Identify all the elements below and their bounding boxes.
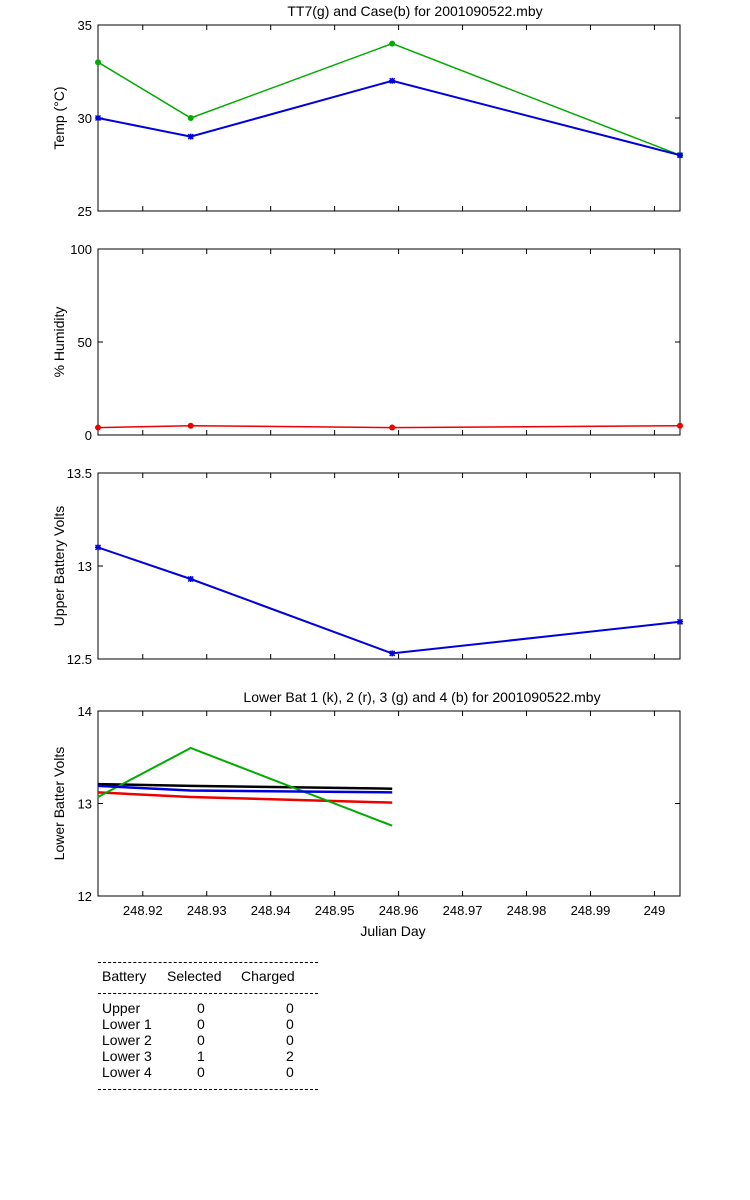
y-tick-label: 13.5 — [67, 466, 92, 481]
table-cell-charged: 0 — [286, 1000, 294, 1016]
series-line — [97, 746, 393, 827]
data-point — [95, 424, 101, 431]
chart-title: TT7(g) and Case(b) for 2001090522.mby — [287, 3, 542, 19]
x-tick-label: 249 — [644, 903, 666, 918]
data-point — [389, 650, 396, 657]
data-point — [94, 114, 102, 122]
series-line — [97, 791, 393, 804]
y-tick-label: 12.5 — [67, 652, 92, 667]
data-point — [389, 40, 396, 47]
chart-panel-1: 25 30 35 Temp (°C) TT7(g) and Case(b) for 20… — [51, 3, 684, 219]
charts-canvas: 25 30 35 Temp (°C) TT7(g) and Case(b) for 20… — [51, 3, 684, 939]
data-point — [187, 133, 194, 140]
plot-frame — [97, 248, 681, 436]
data-point — [389, 424, 396, 431]
y-tick-label: 100 — [70, 242, 92, 257]
y-tick-label: 13 — [78, 797, 92, 812]
table-header-charged: Charged — [241, 968, 295, 984]
table-cell-battery: Lower 4 — [102, 1064, 152, 1080]
table-cell-selected: 0 — [197, 1016, 205, 1032]
table-cell-battery: Lower 2 — [102, 1032, 152, 1048]
y-tick-label: 14 — [78, 704, 92, 719]
y-tick-label: 12 — [78, 889, 92, 904]
table-bottom-divider — [98, 1089, 318, 1090]
chart-panel-2: 0 50 100 % Humidity — [51, 242, 683, 443]
table-cell-charged: 2 — [286, 1048, 294, 1064]
table-cell-selected: 0 — [197, 1032, 205, 1048]
y-axis-label: Lower Batter Volts — [51, 747, 67, 861]
table-cell-battery: Lower 3 — [102, 1048, 152, 1064]
y-tick-label: 30 — [78, 111, 92, 126]
x-tick-label: 248.97 — [443, 903, 483, 918]
y-axis-label: Upper Battery Volts — [51, 506, 67, 627]
series-line — [97, 42, 681, 156]
table-header-divider — [98, 993, 318, 994]
table-cell-battery: Lower 1 — [102, 1016, 152, 1032]
y-tick-label: 35 — [78, 18, 92, 33]
plot-frame — [97, 24, 681, 212]
table-header-battery: Battery — [102, 968, 147, 984]
data-point — [676, 152, 684, 159]
series-line — [97, 424, 681, 429]
data-point — [676, 618, 684, 625]
chart-panel-4: 248.92 248.93 248.94 248.95 248.96 248.97 248.… — [51, 689, 681, 939]
x-tick-label: 248.98 — [507, 903, 547, 918]
series-line — [97, 79, 681, 157]
series-line — [97, 784, 393, 794]
y-tick-label: 13 — [78, 559, 92, 574]
table-cell-charged: 0 — [286, 1064, 294, 1080]
series-line — [97, 782, 393, 790]
series-line — [97, 546, 681, 655]
table-top-divider — [98, 962, 318, 963]
x-tick-label: 248.95 — [315, 903, 355, 918]
x-tick-label: 248.96 — [379, 903, 419, 918]
x-tick-label: 248.92 — [123, 903, 163, 918]
x-tick-label: 248.94 — [251, 903, 291, 918]
table-cell-charged: 0 — [286, 1032, 294, 1048]
y-tick-label: 25 — [78, 204, 92, 219]
y-tick-label: 0 — [85, 428, 92, 443]
data-point — [187, 575, 194, 583]
y-tick-label: 50 — [78, 335, 92, 350]
table-header-selected: Selected — [167, 968, 222, 984]
y-axis-label: Temp (°C) — [51, 86, 67, 149]
x-axis-label: Julian Day — [360, 923, 425, 939]
table-cell-selected: 1 — [197, 1048, 205, 1064]
data-point — [95, 59, 101, 66]
y-axis-label: % Humidity — [51, 307, 67, 378]
x-tick-label: 248.99 — [571, 903, 611, 918]
chart-panel-3: 12.5 13 13.5 Upper Battery Volts — [51, 466, 684, 667]
x-tick-label: 248.93 — [187, 903, 227, 918]
data-point — [389, 77, 396, 84]
table-cell-selected: 0 — [197, 1000, 205, 1016]
table-cell-selected: 0 — [197, 1064, 205, 1080]
table-cell-charged: 0 — [286, 1016, 294, 1032]
data-point — [187, 115, 194, 121]
data-point — [187, 422, 194, 429]
chart-title: Lower Bat 1 (k), 2 (r), 3 (g) and 4 (b) … — [243, 689, 600, 705]
data-point — [677, 422, 683, 429]
table-cell-battery: Upper — [102, 1000, 141, 1016]
data-point — [94, 544, 102, 551]
